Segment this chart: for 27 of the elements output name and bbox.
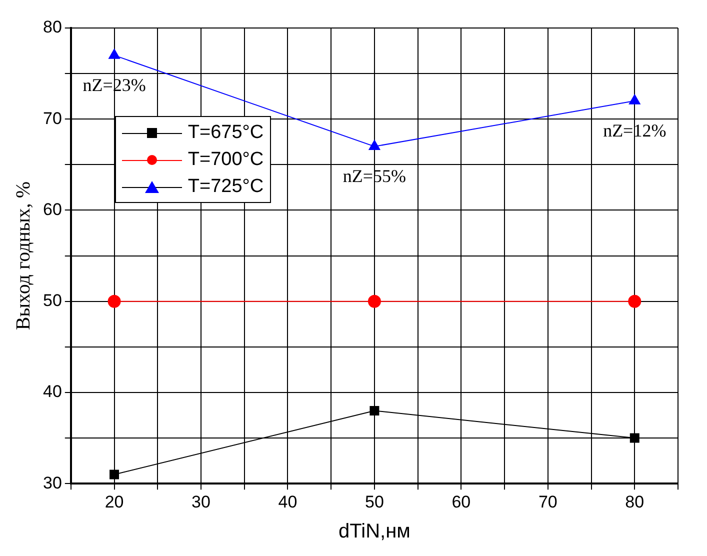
point xyxy=(108,48,120,59)
point xyxy=(368,140,380,150)
y-tick-label: 30 xyxy=(42,473,62,492)
legend-label: T=675°C xyxy=(188,122,264,143)
legend-label: T=700°C xyxy=(188,148,264,170)
y-tick-label: 60 xyxy=(42,200,62,219)
x-tick-label: 60 xyxy=(452,492,471,512)
x-axis-title: dTiN,нм xyxy=(338,520,410,543)
point xyxy=(630,433,640,443)
x-tick-label: 40 xyxy=(278,492,298,512)
point xyxy=(108,294,121,308)
x-tick-label: 70 xyxy=(538,492,558,512)
x-tick-label: 80 xyxy=(625,492,644,512)
legend-label: T=725°C xyxy=(188,176,264,197)
x-tick-label: 50 xyxy=(364,492,384,512)
point xyxy=(628,94,640,104)
point xyxy=(368,294,381,308)
point xyxy=(628,294,642,308)
y-axis-title: Выход годных, % xyxy=(12,181,34,330)
point xyxy=(370,406,380,416)
y-tick-label: 40 xyxy=(42,382,62,402)
y-tick-label: 80 xyxy=(42,18,62,37)
y-tick-label: 70 xyxy=(42,108,62,128)
y-tick-label: 50 xyxy=(42,291,62,310)
x-tick-label: 30 xyxy=(192,492,210,512)
x-tick-label: 20 xyxy=(104,492,124,512)
point xyxy=(110,470,120,480)
